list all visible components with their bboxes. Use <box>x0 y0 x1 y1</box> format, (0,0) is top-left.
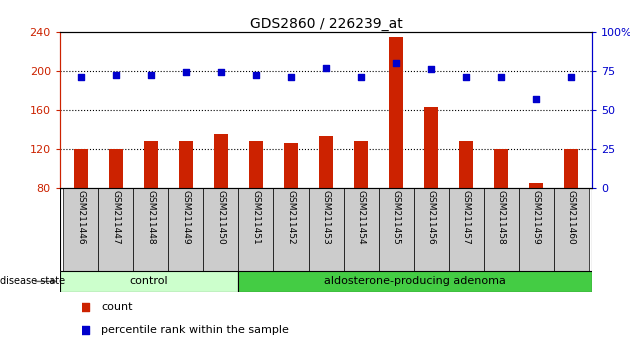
Bar <box>134 188 168 271</box>
Bar <box>413 188 449 271</box>
Bar <box>424 107 438 188</box>
Text: count: count <box>101 302 132 312</box>
Bar <box>284 143 298 188</box>
Bar <box>564 149 578 188</box>
Point <box>461 74 471 80</box>
Bar <box>98 188 134 271</box>
Point <box>286 74 296 80</box>
Text: GSM211457: GSM211457 <box>462 190 471 245</box>
Text: GSM211460: GSM211460 <box>567 190 576 245</box>
Bar <box>239 271 592 292</box>
Text: GSM211449: GSM211449 <box>181 190 190 245</box>
Point <box>282 2 292 8</box>
Title: GDS2860 / 226239_at: GDS2860 / 226239_at <box>249 17 403 31</box>
Bar <box>354 141 368 188</box>
Text: GSM211448: GSM211448 <box>146 190 156 245</box>
Text: GSM211456: GSM211456 <box>427 190 435 245</box>
Bar <box>168 188 203 271</box>
Text: GSM211447: GSM211447 <box>112 190 120 245</box>
Text: disease state: disease state <box>0 276 65 286</box>
Bar <box>64 188 98 271</box>
Text: GSM211454: GSM211454 <box>357 190 365 245</box>
Point <box>181 69 191 75</box>
Text: GSM211446: GSM211446 <box>76 190 85 245</box>
Bar <box>319 136 333 188</box>
Bar <box>343 188 379 271</box>
Bar <box>494 149 508 188</box>
Bar <box>74 149 88 188</box>
Bar <box>203 188 239 271</box>
Point <box>321 65 331 70</box>
Text: aldosterone-producing adenoma: aldosterone-producing adenoma <box>324 276 507 286</box>
Bar <box>249 141 263 188</box>
Text: GSM211452: GSM211452 <box>287 190 295 245</box>
Text: GSM211455: GSM211455 <box>392 190 401 245</box>
Text: control: control <box>130 276 168 286</box>
Bar <box>529 183 543 188</box>
Bar <box>179 141 193 188</box>
Bar <box>449 188 484 271</box>
Bar <box>239 188 273 271</box>
Text: GSM211451: GSM211451 <box>251 190 260 245</box>
Text: GSM211453: GSM211453 <box>321 190 331 245</box>
Point <box>496 74 506 80</box>
Bar <box>60 271 239 292</box>
Point <box>111 73 121 78</box>
Bar <box>273 188 309 271</box>
Point <box>566 74 576 80</box>
Point <box>251 73 261 78</box>
Point <box>391 60 401 66</box>
Text: percentile rank within the sample: percentile rank within the sample <box>101 325 289 335</box>
Bar <box>144 141 158 188</box>
Bar <box>554 188 588 271</box>
Bar <box>109 149 123 188</box>
Text: GSM211458: GSM211458 <box>496 190 506 245</box>
Bar <box>389 37 403 188</box>
Point <box>216 69 226 75</box>
Bar <box>309 188 343 271</box>
Point <box>356 74 366 80</box>
Bar <box>459 141 473 188</box>
Bar <box>379 188 413 271</box>
Point <box>531 96 541 102</box>
Point <box>426 67 436 72</box>
Text: GSM211459: GSM211459 <box>532 190 541 245</box>
Bar <box>484 188 518 271</box>
Point <box>76 74 86 80</box>
Bar <box>518 188 554 271</box>
Point <box>146 73 156 78</box>
Point <box>282 211 292 217</box>
Bar <box>214 134 228 188</box>
Text: GSM211450: GSM211450 <box>217 190 226 245</box>
